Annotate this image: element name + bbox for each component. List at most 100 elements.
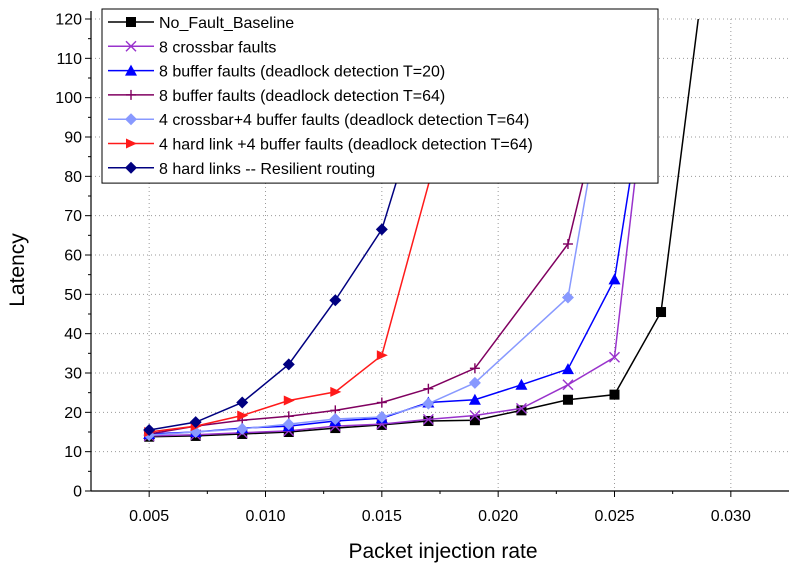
x-marker-stroke — [562, 379, 574, 391]
legend-entry: 8 buffer faults (deadlock detection T=64… — [108, 88, 445, 105]
square-marker — [609, 389, 620, 400]
series-line — [149, 176, 399, 431]
x-axis-title: Packet injection rate — [348, 540, 537, 563]
x-marker — [562, 379, 574, 391]
x-marker — [515, 402, 527, 414]
x-tick-label: 0.030 — [711, 508, 751, 525]
axes — [85, 11, 789, 497]
square-marker — [656, 307, 667, 318]
triangle-marker — [125, 64, 137, 76]
legend-box — [101, 8, 659, 184]
legend-label: 8 buffer faults (deadlock detection T=20… — [159, 64, 445, 81]
legend-entry: 8 crossbar faults — [108, 39, 276, 56]
x-marker — [125, 40, 137, 52]
square-marker — [126, 17, 136, 27]
series-line — [149, 176, 585, 435]
x-tick-label: 0.025 — [594, 508, 634, 525]
triangle-marker — [561, 363, 574, 375]
y-tick-label: 60 — [64, 248, 82, 265]
triangle-marker — [515, 378, 528, 390]
right-triangle-marker — [237, 410, 249, 421]
plus-marker — [126, 89, 136, 100]
plus-marker — [469, 363, 480, 374]
series-3 — [144, 176, 585, 439]
diamond-marker — [375, 411, 388, 424]
x-tick-label: 0.005 — [129, 508, 169, 525]
plus-marker — [376, 397, 387, 408]
y-tick-label: 20 — [64, 405, 82, 422]
diamond-marker — [143, 424, 156, 437]
x-marker-stroke — [609, 351, 620, 363]
diamond-marker — [561, 291, 574, 304]
x-marker — [422, 413, 434, 425]
diamond-marker — [236, 422, 249, 435]
diamond-marker — [125, 113, 137, 126]
diamond-marker — [189, 416, 202, 429]
y-tick-label: 40 — [64, 326, 82, 343]
diamond-marker — [329, 294, 342, 307]
tick-labels: 0 10 20 30 40 50 60 70 80 90 100 110 120 0.005 0.010 0.… — [55, 12, 751, 526]
diamond-marker — [282, 358, 295, 371]
y-tick-label: 120 — [55, 12, 82, 29]
square-marker — [516, 405, 527, 416]
square-marker — [469, 415, 480, 426]
x-marker-stroke — [422, 413, 434, 425]
legend-entry: 8 buffer faults (deadlock detection T=20… — [108, 64, 445, 81]
x-tick-label: 0.010 — [245, 508, 285, 525]
legend-label: 4 crossbar+4 buffer faults (deadlock det… — [159, 112, 529, 129]
x-marker-stroke — [469, 409, 481, 421]
legend-entry: 4 crossbar+4 buffer faults (deadlock det… — [108, 112, 529, 129]
y-tick-label: 110 — [56, 51, 82, 68]
square-marker — [283, 427, 294, 437]
legend-entry: 4 hard link +4 buffer faults (deadlock d… — [108, 137, 533, 154]
legend: No_Fault_Baseline 8 crossbar faults 8 buff… — [101, 8, 659, 184]
diamond-marker — [236, 396, 249, 409]
series-line — [149, 176, 590, 436]
y-tick-label: 100 — [55, 90, 82, 107]
triangle-marker — [608, 273, 621, 285]
square-marker — [423, 415, 434, 426]
diamond-marker — [125, 161, 137, 174]
square-marker — [330, 423, 341, 434]
right-triangle-marker — [330, 386, 342, 397]
right-triangle-marker — [376, 350, 388, 361]
legend-entry: No_Fault_Baseline — [108, 15, 294, 32]
y-tick-label: 70 — [64, 208, 82, 225]
right-triangle-marker — [126, 138, 137, 149]
y-tick-label: 90 — [64, 130, 82, 147]
series-line — [149, 176, 432, 433]
x-tick-label: 0.015 — [362, 508, 402, 525]
diamond-marker — [282, 418, 295, 431]
triangle-marker — [468, 393, 481, 405]
x-marker-stroke — [515, 402, 527, 414]
series-4 — [143, 176, 590, 442]
y-tick-label: 50 — [64, 287, 82, 304]
diamond-marker — [375, 223, 388, 236]
series-lines — [143, 19, 700, 442]
legend-entry: 8 hard links -- Resilient routing — [108, 161, 375, 178]
x-tick-label: 0.020 — [478, 508, 518, 525]
y-tick-label: 10 — [64, 444, 82, 461]
series-line — [149, 176, 637, 437]
plus-marker — [423, 383, 434, 394]
legend-label: 8 hard links -- Resilient routing — [159, 161, 375, 178]
legend-label: 4 hard link +4 buffer faults (deadlock d… — [159, 137, 533, 154]
series-6 — [143, 176, 399, 437]
legend-label: 8 crossbar faults — [159, 39, 276, 56]
y-axis-title: Latency — [6, 233, 29, 307]
legend-label: No_Fault_Baseline — [159, 15, 294, 32]
diamond-marker — [468, 376, 481, 389]
right-triangle-marker — [283, 395, 295, 406]
y-tick-label: 30 — [64, 366, 82, 383]
diamond-marker — [422, 397, 435, 410]
square-marker — [562, 394, 573, 405]
x-marker — [469, 409, 481, 421]
plus-marker — [562, 238, 573, 249]
legend-label: 8 buffer faults (deadlock detection T=64… — [159, 88, 445, 105]
y-tick-label: 80 — [64, 169, 82, 186]
x-marker — [609, 351, 620, 363]
y-tick-label: 0 — [73, 484, 82, 501]
x-marker-stroke — [125, 40, 137, 52]
diamond-marker — [329, 413, 342, 426]
